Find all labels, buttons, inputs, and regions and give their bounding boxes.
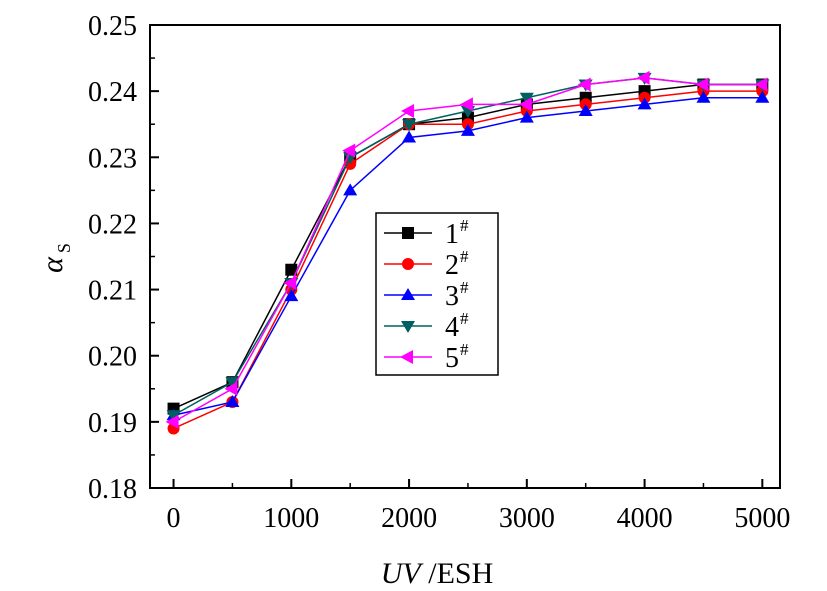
y-tick-label: 0.19 (88, 408, 137, 439)
y-tick-label: 0.21 (88, 276, 137, 307)
data-point-triangle (578, 103, 593, 116)
data-point-triangle (636, 70, 650, 85)
data-point-triangle (165, 414, 179, 429)
y-tick-label: 0.25 (88, 11, 137, 42)
y-tick-label: 0.22 (88, 209, 137, 240)
legend: 1#2#3#4#5# (375, 212, 499, 376)
legend-label: 4# (445, 309, 469, 343)
legend-item-2: 2# (384, 247, 469, 281)
y-tick-label: 0.20 (88, 342, 137, 373)
data-point-triangle (402, 119, 417, 132)
series-3 (166, 90, 770, 421)
legend-item-3: 3# (384, 278, 469, 312)
data-point-triangle (460, 123, 475, 136)
data-point-square (285, 263, 298, 276)
data-point-triangle (400, 350, 413, 364)
data-point-triangle (577, 77, 591, 92)
legend-label-number: 4 (445, 312, 459, 343)
data-point-triangle (343, 183, 358, 196)
y-tick-label: 0.18 (88, 474, 137, 505)
series-layer (165, 70, 770, 435)
data-point-triangle (342, 143, 356, 158)
data-point-triangle (283, 275, 297, 290)
legend-label: 2# (445, 247, 469, 281)
y-axis-label-subscript: S (54, 243, 74, 253)
data-point-triangle (518, 97, 532, 112)
x-axis-label-unit: /ESH (421, 557, 494, 590)
y-axis: 0.18 0.19 0.20 0.21 0.22 0.23 0.24 0.25 (88, 11, 159, 505)
x-axis-label: UV /ESH (381, 557, 494, 590)
data-point-triangle (225, 377, 240, 390)
y-tick-label: 0.24 (88, 77, 137, 108)
x-tick-label: 4000 (617, 503, 673, 534)
legend-item-5: 5# (384, 340, 469, 374)
legend-label-number: 3 (445, 281, 459, 312)
legend-label-superscript: # (460, 278, 469, 297)
data-point-triangle (519, 110, 534, 123)
x-tick-label: 5000 (734, 503, 790, 534)
data-point-triangle (401, 321, 415, 333)
legend-label: 3# (445, 278, 469, 312)
x-tick-label: 2000 (381, 503, 437, 534)
legend-label-number: 1 (445, 219, 459, 250)
data-point-triangle (637, 97, 652, 110)
legend-label: 1# (445, 216, 469, 250)
data-point-triangle (695, 77, 709, 92)
data-point-triangle (755, 90, 770, 103)
data-point-triangle (284, 289, 299, 302)
legend-label-number: 5 (445, 343, 459, 374)
data-point-triangle (166, 410, 181, 423)
data-point-triangle (754, 77, 768, 92)
legend-label-number: 2 (445, 250, 459, 281)
y-tick-label: 0.23 (88, 143, 137, 174)
data-point-triangle (225, 395, 240, 408)
x-tick-label: 0 (167, 503, 181, 534)
data-point-triangle (459, 97, 473, 112)
data-point-triangle (402, 130, 417, 143)
data-point-square (402, 227, 414, 239)
data-point-triangle (696, 90, 711, 103)
series-5 (165, 70, 768, 429)
data-point-circle (402, 258, 414, 270)
legend-label-superscript: # (460, 216, 469, 235)
legend-label-superscript: # (460, 247, 469, 266)
legend-item-1: 1# (384, 216, 469, 250)
x-tick-label: 1000 (263, 503, 319, 534)
x-tick-label: 3000 (499, 503, 555, 534)
legend-label-superscript: # (460, 309, 469, 328)
data-point-triangle (224, 381, 238, 396)
data-point-triangle (519, 92, 534, 105)
data-point-triangle (401, 288, 415, 300)
data-point-triangle (401, 103, 415, 118)
legend-label: 5# (445, 340, 469, 374)
legend-label-superscript: # (460, 340, 469, 359)
x-axis: 0 1000 2000 3000 4000 5000 (167, 479, 790, 534)
legend-box (375, 212, 499, 376)
y-axis-label: αS (36, 243, 74, 273)
legend-item-4: 4# (384, 309, 469, 343)
x-axis-label-italic: UV (381, 557, 425, 590)
y-axis-label-symbol: α (36, 256, 69, 273)
